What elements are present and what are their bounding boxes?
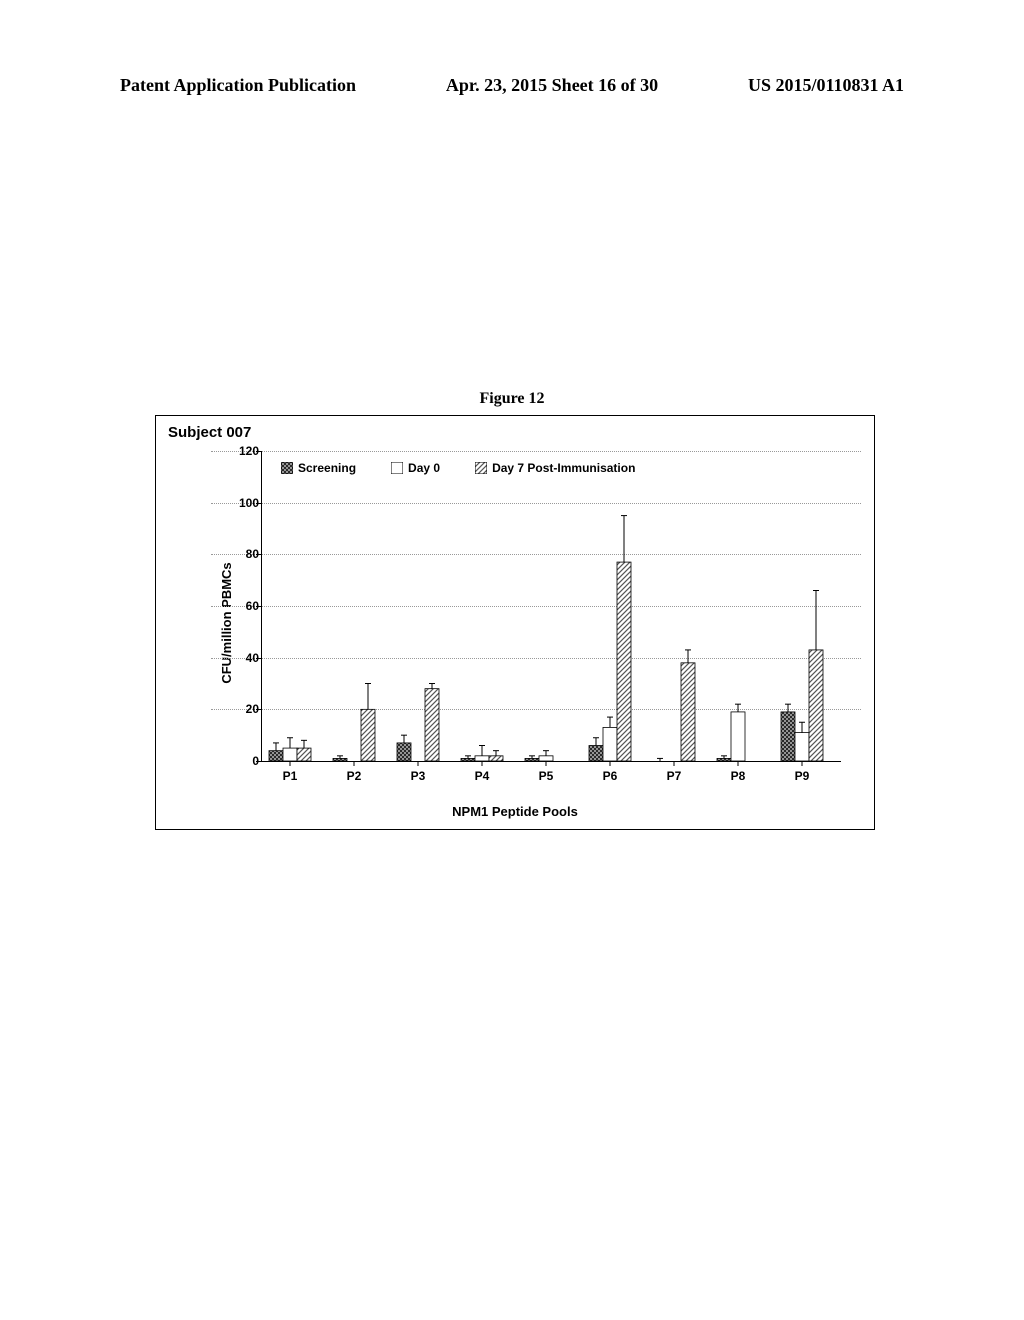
bar	[603, 727, 617, 761]
header-center: Apr. 23, 2015 Sheet 16 of 30	[446, 75, 658, 96]
bar	[795, 733, 809, 761]
x-tick-label: P5	[539, 769, 554, 783]
subject-label: Subject 007	[168, 424, 251, 441]
bar	[731, 712, 745, 761]
bar	[297, 748, 311, 761]
bar	[475, 756, 489, 761]
x-tick-label: P3	[411, 769, 426, 783]
legend-item: Day 0	[391, 461, 440, 475]
bar	[283, 748, 297, 761]
legend-item: Screening	[281, 461, 356, 475]
bar	[617, 562, 631, 761]
header-right: US 2015/0110831 A1	[748, 75, 904, 96]
bars-svg	[211, 451, 861, 786]
plot-area: 020406080100120P1P2P3P4P5P6P7P8P9Screeni…	[211, 451, 861, 761]
x-tick-label: P9	[795, 769, 810, 783]
x-tick-label: P4	[475, 769, 490, 783]
bar	[681, 663, 695, 761]
header-left: Patent Application Publication	[120, 75, 356, 96]
bar	[781, 712, 795, 761]
legend-item: Day 7 Post-Immunisation	[475, 461, 635, 475]
legend-swatch	[391, 462, 403, 474]
figure-caption: Figure 12	[0, 390, 1024, 408]
bar	[489, 756, 503, 761]
bar	[539, 756, 553, 761]
legend-label: Day 7 Post-Immunisation	[492, 461, 635, 475]
x-axis-label: NPM1 Peptide Pools	[156, 804, 874, 819]
legend-swatch	[281, 462, 293, 474]
legend-label: Screening	[298, 461, 356, 475]
bar	[717, 758, 731, 761]
legend-swatch	[475, 462, 487, 474]
x-tick-label: P7	[667, 769, 682, 783]
bar	[397, 743, 411, 761]
page-header: Patent Application Publication Apr. 23, …	[0, 75, 1024, 96]
bar	[461, 758, 475, 761]
bar	[425, 689, 439, 761]
x-tick-label: P1	[283, 769, 298, 783]
bar	[269, 751, 283, 761]
x-tick-label: P6	[603, 769, 618, 783]
bar	[361, 709, 375, 761]
x-tick-label: P2	[347, 769, 362, 783]
legend: Screening Day 0 Day 7 Post-Immunisation	[281, 461, 635, 475]
bar	[525, 758, 539, 761]
bar	[333, 758, 347, 761]
bar	[809, 650, 823, 761]
bar	[589, 746, 603, 762]
legend-label: Day 0	[408, 461, 440, 475]
x-tick-label: P8	[731, 769, 746, 783]
chart-container: Subject 007 CFU/million PBMCs 0204060801…	[155, 415, 875, 830]
